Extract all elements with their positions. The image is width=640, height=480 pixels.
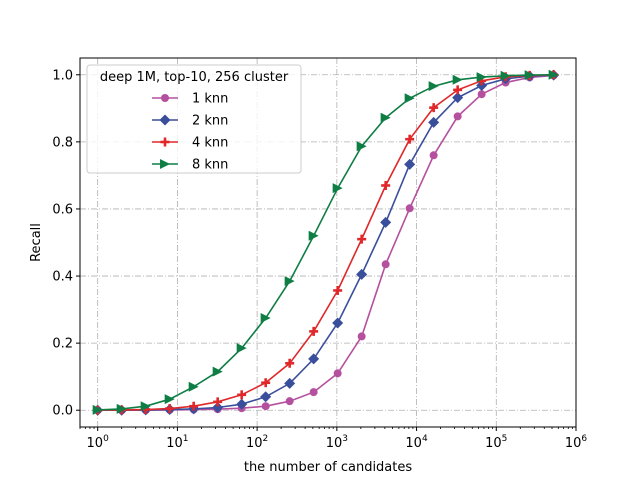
legend-entry: 1 knn (152, 92, 228, 107)
data-point (260, 312, 271, 323)
data-point (524, 70, 535, 81)
x-tick-label: 105 (485, 434, 507, 451)
data-point (309, 326, 319, 336)
data-point (260, 391, 272, 403)
data-point (452, 74, 463, 85)
data-point (285, 358, 295, 368)
data-point (404, 93, 415, 104)
data-point (188, 381, 199, 392)
x-tick-label: 100 (87, 434, 110, 451)
y-tick-label: 0.0 (52, 404, 73, 419)
y-tick-label: 1.0 (52, 68, 73, 83)
data-point (429, 103, 439, 113)
data-point (164, 394, 175, 405)
legend-box (86, 64, 302, 174)
data-point (165, 404, 175, 414)
legend-entries: 1 knn 2 knn 4 knn 8 knn (152, 92, 228, 173)
data-point (381, 260, 390, 269)
data-point (429, 151, 438, 160)
data-point (428, 116, 440, 128)
y-tick-label: 0.8 (52, 135, 73, 150)
series-layer (92, 69, 560, 416)
data-point (212, 366, 223, 377)
data-point (213, 397, 223, 407)
x-tick-label: 106 (565, 434, 588, 451)
legend-marker (161, 94, 169, 102)
data-point (332, 317, 344, 329)
y-tick-label: 0.4 (52, 270, 73, 285)
legend-label: 4 knn (192, 136, 228, 151)
data-point (333, 369, 342, 378)
data-point (356, 141, 367, 152)
data-point (357, 234, 367, 244)
legend-entry: 8 knn (152, 158, 228, 173)
data-point (453, 85, 463, 95)
data-point (140, 401, 151, 412)
data-point (381, 180, 391, 190)
x-tick-label: 102 (246, 434, 268, 451)
data-point (356, 268, 368, 280)
y-tick-label: 0.2 (52, 337, 73, 352)
data-point (308, 353, 320, 365)
legend-entry: 4 knn (152, 136, 228, 151)
data-point (261, 378, 271, 388)
legend-marker (160, 159, 170, 169)
data-point (428, 81, 439, 92)
data-point (261, 402, 270, 411)
data-point (404, 158, 416, 170)
legend-title: deep 1M, top-10, 256 cluster (100, 70, 289, 85)
data-point (380, 112, 391, 123)
data-point (476, 80, 488, 92)
y-tick-label: 0.6 (52, 202, 73, 217)
data-point (500, 70, 511, 81)
data-point (284, 377, 296, 389)
data-point (476, 72, 487, 83)
data-point (453, 112, 462, 121)
data-point (116, 403, 127, 414)
x-tick-label: 103 (326, 434, 348, 451)
data-point (285, 397, 294, 406)
legend-label: 1 knn (192, 92, 228, 107)
data-point (452, 92, 464, 104)
legend-entry: 2 knn (152, 114, 228, 129)
data-point (380, 216, 392, 228)
data-point (212, 402, 224, 414)
y-axis-label: Recall (29, 223, 44, 262)
data-point (477, 90, 486, 99)
legend-label: 2 knn (192, 114, 228, 129)
legend-marker (160, 137, 170, 147)
x-axis-label: the number of candidates (244, 460, 413, 475)
data-point (284, 276, 295, 287)
data-point (405, 134, 415, 144)
data-point (236, 398, 248, 410)
data-point (332, 183, 343, 194)
legend-label: 8 knn (192, 158, 228, 173)
legend-marker (159, 114, 171, 126)
data-point (405, 204, 414, 213)
data-point (333, 285, 343, 295)
plot-frame (79, 57, 577, 428)
x-tick-label: 104 (405, 434, 428, 451)
legend: deep 1M, top-10, 256 cluster 1 knn 2 knn 4… (86, 64, 302, 174)
data-point (92, 404, 103, 415)
axis-ticks: 100 101 102 103 104 105 106 0.0 0.2 0.4 0.6 0.8 1.0 (52, 68, 587, 451)
data-point (357, 332, 366, 341)
data-point (236, 343, 247, 354)
x-tick-label: 101 (166, 434, 188, 451)
data-point (237, 390, 247, 400)
data-point (309, 388, 318, 397)
data-point (189, 401, 199, 411)
series-4 (92, 69, 559, 415)
data-point (308, 230, 319, 241)
data-point (548, 69, 559, 80)
